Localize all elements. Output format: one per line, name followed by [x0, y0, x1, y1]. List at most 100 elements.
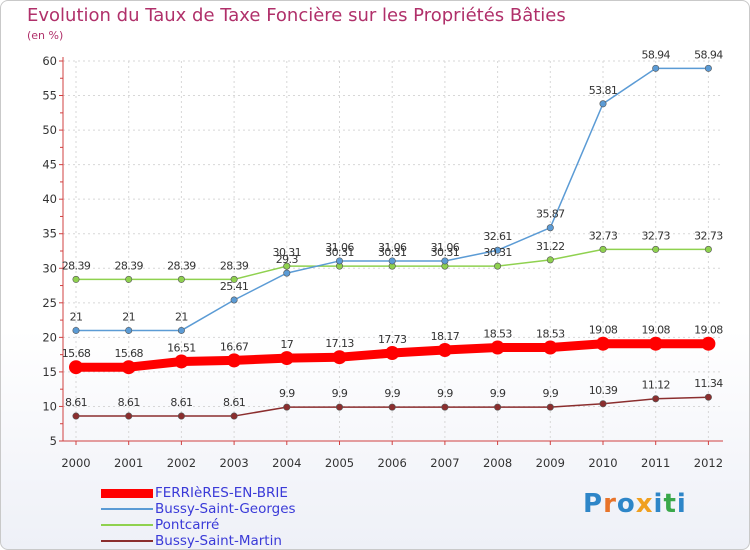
data-label: 30.31 — [483, 246, 512, 259]
data-label: 21 — [70, 310, 83, 323]
y-tick-label: 5 — [50, 434, 57, 448]
legend-swatch — [101, 488, 153, 498]
data-label: 10.39 — [589, 384, 618, 397]
data-label: 25.41 — [220, 280, 249, 293]
data-label: 19.08 — [694, 324, 723, 337]
data-label: 29.3 — [276, 253, 299, 266]
data-label: 15.68 — [62, 347, 91, 360]
y-tick-label: 20 — [42, 330, 57, 344]
data-point-ferrieres — [385, 346, 400, 361]
x-tick-label: 2010 — [588, 456, 617, 470]
data-point-bussy-saint-georges — [441, 257, 449, 265]
data-label: 28.39 — [220, 259, 249, 272]
data-point-bussy-saint-martin — [599, 400, 607, 408]
data-point-pontcarr- — [494, 262, 502, 270]
y-tick-label: 60 — [42, 54, 57, 68]
legend-item: Bussy-Saint-Martin — [101, 533, 341, 549]
data-label: 19.08 — [589, 324, 618, 337]
data-label: 11.12 — [641, 379, 670, 392]
data-label: 32.61 — [483, 230, 512, 243]
y-tick-label: 45 — [42, 158, 57, 172]
data-point-bussy-saint-georges — [283, 269, 291, 277]
data-point-pontcarr- — [704, 245, 712, 253]
data-point-bussy-saint-martin — [441, 403, 449, 411]
data-point-bussy-saint-georges — [177, 326, 185, 334]
legend-item: Pontcarré — [101, 517, 341, 533]
data-label: 21 — [122, 310, 135, 323]
data-label: 19.08 — [641, 324, 670, 337]
data-point-pontcarr- — [283, 262, 291, 270]
data-label: 11.34 — [694, 377, 723, 390]
data-point-bussy-saint-georges — [230, 296, 238, 304]
data-point-bussy-saint-georges — [72, 326, 80, 334]
data-label: 8.61 — [118, 396, 140, 409]
data-point-bussy-saint-martin — [494, 403, 502, 411]
data-label: 8.61 — [65, 396, 87, 409]
x-tick-label: 2002 — [167, 456, 196, 470]
legend-swatch — [101, 524, 153, 526]
data-label: 31.22 — [536, 240, 565, 253]
data-label: 15.68 — [114, 347, 143, 360]
data-label: 17.73 — [378, 333, 407, 346]
x-tick-label: 2001 — [114, 456, 143, 470]
logo-letter: t — [663, 489, 677, 519]
data-point-bussy-saint-georges — [388, 257, 396, 265]
x-tick-label: 2005 — [325, 456, 354, 470]
data-label: 32.73 — [694, 229, 723, 242]
x-tick-label: 2004 — [272, 456, 301, 470]
data-point-ferrieres — [437, 343, 452, 358]
data-point-pontcarr- — [177, 275, 185, 283]
legend-label: Bussy-Saint-Martin — [155, 533, 282, 549]
legend-swatch — [101, 540, 153, 542]
data-label: 9.9 — [542, 387, 558, 400]
data-label: 16.51 — [167, 341, 196, 354]
data-label: 28.39 — [62, 259, 91, 272]
data-label: 30.31 — [325, 246, 354, 259]
data-label: 28.39 — [167, 259, 196, 272]
data-label: 31.06 — [325, 241, 354, 254]
data-point-bussy-saint-martin — [72, 412, 80, 420]
data-label: 9.9 — [437, 387, 453, 400]
data-point-bussy-saint-georges — [704, 64, 712, 72]
data-point-bussy-saint-martin — [388, 403, 396, 411]
data-point-bussy-saint-georges — [652, 64, 660, 72]
data-point-bussy-saint-martin — [704, 393, 712, 401]
data-point-ferrieres — [69, 360, 83, 375]
y-tick-label: 40 — [42, 192, 57, 206]
data-label: 17.13 — [325, 337, 354, 350]
logo-letter: i — [653, 489, 664, 519]
legend: FERRIèRES-EN-BRIE Bussy-Saint-Georges Pont… — [101, 485, 341, 549]
data-label: 18.17 — [431, 330, 460, 343]
data-label: 28.39 — [114, 259, 143, 272]
y-tick-label: 55 — [42, 89, 57, 103]
data-point-ferrieres — [543, 340, 558, 355]
data-label: 31.06 — [378, 241, 407, 254]
data-point-bussy-saint-martin — [546, 403, 554, 411]
logo-letter: o — [616, 489, 636, 519]
chart-title: Evolution du Taux de Taxe Foncière sur l… — [27, 5, 566, 26]
data-label: 35.87 — [536, 208, 565, 221]
data-label: 21 — [175, 310, 188, 323]
y-tick-label: 50 — [42, 123, 57, 137]
data-label: 17 — [280, 338, 293, 351]
y-tick-label: 35 — [42, 227, 57, 241]
unit-label: (en %) — [27, 29, 64, 42]
data-label: 30.31 — [431, 246, 460, 259]
data-label: 8.61 — [170, 396, 192, 409]
data-label: 58.94 — [694, 48, 723, 61]
data-label: 30.31 — [273, 246, 302, 259]
legend-swatch — [101, 508, 153, 510]
data-point-bussy-saint-martin — [652, 395, 660, 403]
data-label: 18.53 — [536, 328, 565, 341]
data-point-ferrieres — [174, 354, 189, 369]
logo-letter: r — [603, 489, 617, 519]
data-point-ferrieres — [279, 351, 294, 366]
data-point-ferrieres — [701, 336, 716, 351]
logo-letter: x — [635, 489, 654, 519]
data-label: 9.9 — [332, 387, 348, 400]
x-tick-label: 2012 — [694, 456, 723, 470]
data-point-ferrieres — [490, 340, 505, 355]
data-point-ferrieres — [332, 350, 347, 365]
